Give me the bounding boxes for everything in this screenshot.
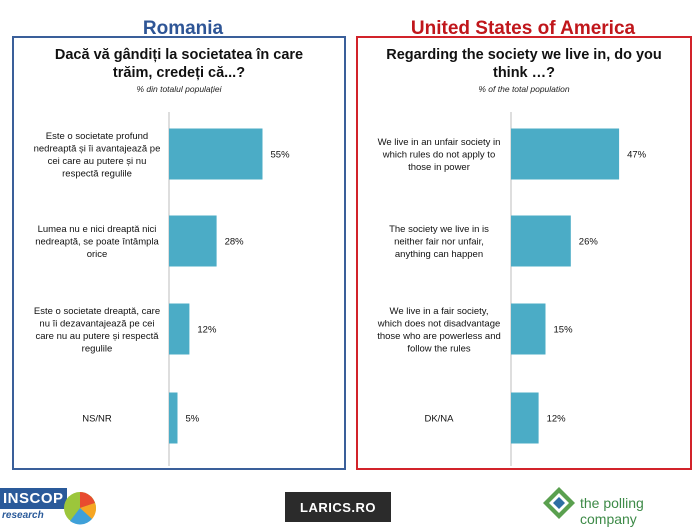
inscop-logo-text: INSCOP [0, 488, 67, 509]
larics-logo: LARICS.RO [285, 492, 391, 522]
usa-subtitle: % of the total population [478, 84, 570, 94]
category-label: We live in a fair society, [390, 306, 489, 317]
bar [511, 128, 620, 180]
romania-question-line: Dacă vă gândiți la societatea în care [54, 47, 304, 63]
category-label: Lumea nu e nici dreaptă nici [38, 224, 157, 235]
polling-logo-text: the polling company [580, 495, 644, 527]
category-label: Este o societate dreaptă, care [34, 306, 160, 317]
bar-value-label: 28% [225, 237, 245, 248]
romania-question-line: trăim, credeți că...? [112, 65, 246, 81]
romania-chart-panel: Dacă vă gândiți la societatea în care tr… [12, 36, 346, 470]
category-label: We live in an unfair society in [378, 137, 501, 148]
category-label: Este o societate profund [46, 131, 148, 142]
category-label: NS/NR [82, 414, 112, 425]
usa-question-line: think …? [492, 65, 556, 81]
usa-bar-chart: 47% We live in an unfair society in which … [377, 112, 647, 466]
bar [169, 215, 217, 267]
category-label: orice [87, 249, 108, 260]
polling-diamond-icon [543, 487, 575, 519]
category-label: cei care au putere și nu [48, 156, 147, 167]
inscop-logo: INSCOP research [0, 488, 100, 526]
category-label: DK/NA [424, 414, 454, 425]
category-label: those in power [408, 162, 470, 173]
category-label: which rules do not apply to [382, 150, 495, 161]
category-label: neither fair nor unfair, [394, 237, 484, 248]
bar [169, 128, 263, 180]
category-label: follow the rules [407, 343, 471, 354]
bar-value-label: 47% [627, 150, 647, 161]
category-label: which does not disadvantage [377, 318, 501, 329]
bar [511, 392, 539, 444]
category-label: nedreaptă, se poate întâmpla [35, 237, 159, 248]
footer-logos: INSCOP research LARICS.RO the polling co… [0, 474, 700, 527]
bar [169, 303, 190, 355]
romania-subtitle: % din totalul populației [136, 84, 222, 94]
bar [169, 392, 178, 444]
category-label: nu îi dezavantajează pe cei [39, 318, 154, 329]
bar-value-label: 15% [554, 325, 574, 336]
bar-value-label: 12% [197, 325, 217, 336]
bar [511, 215, 571, 267]
inscop-logo-subtext: research [2, 510, 44, 521]
romania-question: Dacă vă gândiți la societatea în care tr… [24, 46, 334, 82]
bar [511, 303, 546, 355]
usa-chart-panel: Regarding the society we live in, do you… [356, 36, 692, 470]
category-label: care nu au putere și respectă [35, 331, 159, 342]
usa-question: Regarding the society we live in, do you… [368, 46, 680, 82]
larics-logo-text: LARICS.RO [300, 499, 376, 515]
polling-company-logo: the polling company [542, 486, 700, 527]
bar-value-label: 12% [547, 414, 567, 425]
bar-value-label: 55% [271, 150, 291, 161]
bar-value-label: 5% [186, 414, 200, 425]
category-label: those who are powerless and [377, 331, 501, 342]
usa-title: United States of America [410, 18, 636, 39]
category-label: anything can happen [395, 249, 483, 260]
category-label: regulile [82, 343, 113, 354]
category-label: respectă regulile [62, 168, 132, 179]
romania-title: Romania [142, 18, 224, 39]
bar-value-label: 26% [579, 237, 599, 248]
usa-question-line: Regarding the society we live in, do you [386, 47, 662, 63]
category-label: The society we live in is [389, 224, 489, 235]
category-label: nedreaptă și îi avantajează pe [34, 143, 161, 154]
pie-icon [64, 492, 96, 525]
